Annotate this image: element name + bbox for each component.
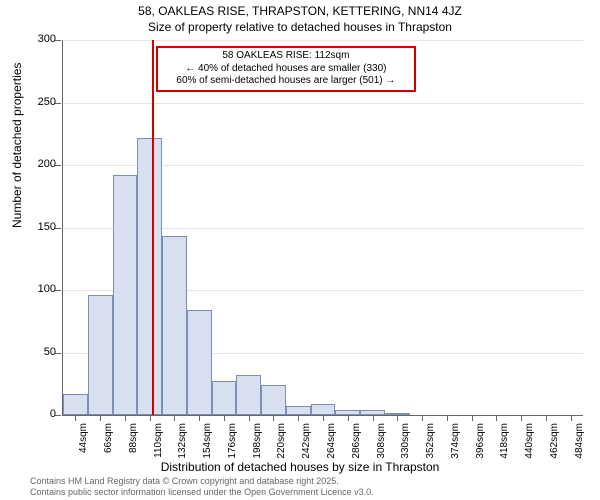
x-tick-label: 44sqm bbox=[78, 423, 89, 463]
footer-line-2: Contains public sector information licen… bbox=[30, 487, 374, 498]
histogram-bar bbox=[137, 138, 162, 416]
marker-line bbox=[152, 40, 154, 415]
histogram-bar bbox=[187, 310, 212, 415]
x-tick bbox=[273, 415, 274, 421]
x-tick-label: 198sqm bbox=[252, 423, 263, 463]
title-sub: Size of property relative to detached ho… bbox=[0, 20, 600, 34]
histogram-bar bbox=[311, 404, 336, 415]
histogram-bar bbox=[212, 381, 237, 415]
histogram-bar bbox=[113, 175, 138, 415]
x-tick-label: 264sqm bbox=[326, 423, 337, 463]
footer-line-1: Contains HM Land Registry data © Crown c… bbox=[30, 476, 374, 487]
title-main: 58, OAKLEAS RISE, THRAPSTON, KETTERING, … bbox=[0, 4, 600, 18]
x-tick-label: 242sqm bbox=[301, 423, 312, 463]
x-tick bbox=[75, 415, 76, 421]
x-tick-label: 286sqm bbox=[351, 423, 362, 463]
x-tick-label: 176sqm bbox=[227, 423, 238, 463]
x-tick-label: 440sqm bbox=[524, 423, 535, 463]
x-tick-label: 396sqm bbox=[475, 423, 486, 463]
x-tick bbox=[373, 415, 374, 421]
x-tick-label: 110sqm bbox=[153, 423, 164, 463]
x-tick-label: 330sqm bbox=[400, 423, 411, 463]
x-tick bbox=[447, 415, 448, 421]
x-tick-label: 374sqm bbox=[450, 423, 461, 463]
x-tick-label: 66sqm bbox=[103, 423, 114, 463]
x-axis-label: Distribution of detached houses by size … bbox=[0, 460, 600, 474]
callout-line: ← 40% of detached houses are smaller (33… bbox=[164, 63, 408, 76]
histogram-bar bbox=[63, 394, 88, 415]
x-tick bbox=[521, 415, 522, 421]
gridline bbox=[63, 103, 583, 104]
marker-callout: 58 OAKLEAS RISE: 112sqm← 40% of detached… bbox=[156, 46, 416, 92]
x-tick-label: 484sqm bbox=[574, 423, 585, 463]
x-tick-label: 352sqm bbox=[425, 423, 436, 463]
x-tick bbox=[100, 415, 101, 421]
x-tick bbox=[199, 415, 200, 421]
x-tick bbox=[125, 415, 126, 421]
x-tick-label: 132sqm bbox=[177, 423, 188, 463]
histogram-bar bbox=[286, 406, 311, 415]
x-tick bbox=[323, 415, 324, 421]
x-tick-label: 154sqm bbox=[202, 423, 213, 463]
x-tick bbox=[298, 415, 299, 421]
x-tick bbox=[174, 415, 175, 421]
x-tick bbox=[397, 415, 398, 421]
x-tick bbox=[422, 415, 423, 421]
y-tick-label: 250 bbox=[16, 96, 56, 108]
x-tick-label: 418sqm bbox=[499, 423, 510, 463]
x-tick-label: 308sqm bbox=[376, 423, 387, 463]
y-tick-label: 0 bbox=[16, 408, 56, 420]
x-tick-label: 88sqm bbox=[128, 423, 139, 463]
x-tick bbox=[150, 415, 151, 421]
x-tick bbox=[224, 415, 225, 421]
gridline bbox=[63, 40, 583, 41]
y-tick-label: 100 bbox=[16, 283, 56, 295]
histogram-bar bbox=[162, 236, 187, 415]
histogram-bar bbox=[236, 375, 261, 415]
y-tick-label: 200 bbox=[16, 158, 56, 170]
x-tick bbox=[348, 415, 349, 421]
y-tick-label: 150 bbox=[16, 221, 56, 233]
plot-area: 58 OAKLEAS RISE: 112sqm← 40% of detached… bbox=[62, 40, 583, 416]
x-tick bbox=[249, 415, 250, 421]
x-tick bbox=[571, 415, 572, 421]
histogram-bar bbox=[261, 385, 286, 415]
y-tick-label: 300 bbox=[16, 33, 56, 45]
callout-line: 60% of semi-detached houses are larger (… bbox=[164, 75, 408, 88]
y-tick-label: 50 bbox=[16, 346, 56, 358]
y-axis-label: Number of detached properties bbox=[10, 63, 24, 228]
x-tick bbox=[496, 415, 497, 421]
footer-attribution: Contains HM Land Registry data © Crown c… bbox=[30, 476, 374, 498]
chart-container: 58, OAKLEAS RISE, THRAPSTON, KETTERING, … bbox=[0, 0, 600, 500]
x-tick bbox=[546, 415, 547, 421]
histogram-bar bbox=[88, 295, 113, 415]
callout-line: 58 OAKLEAS RISE: 112sqm bbox=[164, 50, 408, 63]
x-tick bbox=[472, 415, 473, 421]
x-tick-label: 220sqm bbox=[276, 423, 287, 463]
x-tick-label: 462sqm bbox=[549, 423, 560, 463]
